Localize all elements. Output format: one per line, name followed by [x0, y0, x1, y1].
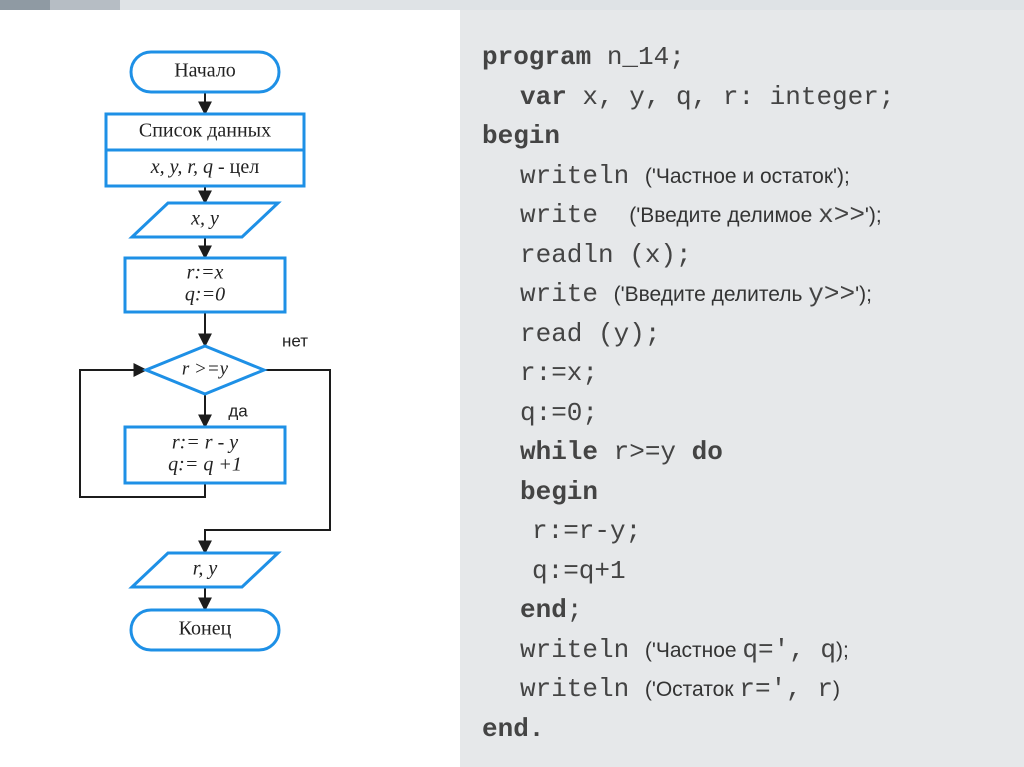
code-line: begin — [482, 473, 1014, 513]
svg-text:нет: нет — [282, 331, 308, 350]
code-line: writeln ('Частное q=', q); — [482, 631, 1014, 671]
code-line: end. — [482, 710, 1014, 750]
flowchart-panel: да нет Начало Список данных x, y, r, q - цел… — [0, 10, 460, 767]
flow-node: r:=xq:=0 — [125, 258, 285, 312]
svg-text:q:=0: q:=0 — [185, 284, 225, 306]
code-line: end; — [482, 591, 1014, 631]
code-line: r:=x; — [482, 354, 1014, 394]
code-line: read (y); — [482, 315, 1014, 355]
code-panel: program n_14;var x, y, q, r: integer;beg… — [460, 10, 1024, 767]
svg-text:да: да — [228, 401, 248, 420]
code-line: q:=q+1 — [482, 552, 1014, 592]
svg-text:x, y, r, q - цел: x, y, r, q - цел — [150, 156, 259, 178]
code-listing: program n_14;var x, y, q, r: integer;beg… — [482, 38, 1014, 749]
code-line: begin — [482, 117, 1014, 157]
code-line: while r>=y do — [482, 433, 1014, 473]
flow-node: x, y — [132, 203, 278, 237]
svg-text:q:= q +1: q:= q +1 — [168, 454, 242, 476]
svg-text:r, y: r, y — [193, 558, 218, 580]
svg-text:x, y: x, y — [190, 208, 219, 230]
code-line: readln (x); — [482, 236, 1014, 276]
code-line: var x, y, q, r: integer; — [482, 78, 1014, 118]
flow-node: Начало — [131, 52, 279, 92]
flowchart-svg: да нет Начало Список данных x, y, r, q - цел… — [0, 10, 460, 767]
flow-node: r >=y — [146, 346, 264, 394]
svg-text:r:= r - y: r:= r - y — [172, 432, 238, 454]
flow-node: Список данных — [106, 114, 304, 150]
svg-text:Конец: Конец — [179, 618, 232, 640]
code-line: q:=0; — [482, 394, 1014, 434]
flow-node: x, y, r, q - цел — [106, 150, 304, 186]
code-line: write ('Введите делитель y>>'); — [482, 275, 1014, 315]
flow-node: r:= r - yq:= q +1 — [125, 427, 285, 483]
code-line: program n_14; — [482, 38, 1014, 78]
top-accent-bar — [0, 0, 1024, 10]
svg-text:r:=x: r:=x — [187, 262, 224, 284]
code-line: writeln ('Остаток r=', r) — [482, 670, 1014, 710]
flow-node: Конец — [131, 610, 279, 650]
svg-text:r >=y: r >=y — [182, 358, 229, 379]
code-line: writeln ('Частное и остаток'); — [482, 157, 1014, 197]
svg-text:Начало: Начало — [174, 60, 236, 82]
svg-text:Список данных: Список данных — [139, 120, 271, 142]
code-line: r:=r-y; — [482, 512, 1014, 552]
code-line: write ('Введите делимое x>>'); — [482, 196, 1014, 236]
flow-node: r, y — [132, 553, 278, 587]
